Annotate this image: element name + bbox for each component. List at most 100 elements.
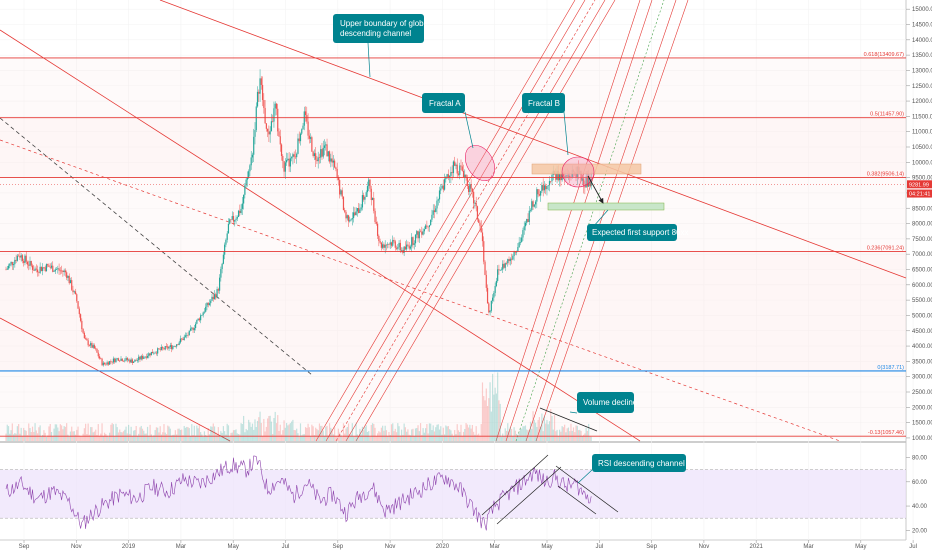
volume-bar <box>54 424 56 441</box>
volume-bar <box>485 388 487 441</box>
candle-body <box>359 209 361 214</box>
candle-body <box>98 356 101 359</box>
volume-bar <box>481 382 484 441</box>
candle-body <box>433 210 436 212</box>
candle-body <box>92 345 94 348</box>
volume-bar <box>346 426 348 441</box>
price-tag <box>907 180 932 189</box>
candle-body <box>347 215 350 222</box>
current-price-tags: 9281.99 04:21:41 <box>0 180 932 198</box>
support-zone[interactable] <box>547 202 665 211</box>
volume-bar <box>327 435 329 441</box>
candle-body <box>15 259 17 261</box>
candle-body <box>107 362 109 365</box>
volume-decline-line[interactable] <box>539 407 598 432</box>
volume-bar <box>350 434 352 441</box>
volume-bar <box>436 424 438 441</box>
candle-body <box>354 212 356 216</box>
candle-body <box>47 264 49 266</box>
volume-bar <box>475 426 477 441</box>
rsi-axis[interactable]: 80.00 60.00 40.00 20.00 <box>906 456 928 535</box>
candle-body <box>513 251 515 257</box>
callout-rsi-channel[interactable]: RSI descending channel <box>577 454 686 484</box>
candle-body <box>421 231 423 235</box>
volume-bar <box>19 433 21 441</box>
volume-bar <box>165 434 168 441</box>
candle-body <box>269 131 271 135</box>
candle-body <box>495 280 497 287</box>
time-axis[interactable]: Sep Nov 2019 Mar May Jul Sep Nov 2020 Mar May Jul Se… <box>19 540 917 550</box>
volume-bar <box>198 424 200 441</box>
candle-body <box>78 308 80 315</box>
callout-fractal-a[interactable]: Fractal A <box>422 93 474 149</box>
time-tick-label: Nov <box>699 544 710 550</box>
volume-bar <box>484 400 486 441</box>
candle-body <box>296 153 298 158</box>
channel-dotted-line[interactable] <box>0 139 841 442</box>
candle-body <box>527 218 529 223</box>
volume-bar <box>270 421 273 441</box>
candle-body <box>20 255 22 258</box>
channel-lower-boundary[interactable] <box>0 317 231 442</box>
volume-bar <box>499 403 501 441</box>
candle-body <box>471 188 473 192</box>
candle-body <box>337 177 340 181</box>
candle-body <box>438 190 441 200</box>
projection-arrow[interactable] <box>587 175 604 204</box>
candle-body <box>437 199 439 201</box>
candle-body <box>275 103 278 109</box>
candle-body <box>378 235 380 241</box>
volume-bar <box>326 425 328 441</box>
volume-bar <box>426 424 428 441</box>
candle-body <box>124 360 126 362</box>
candle-body <box>57 268 59 270</box>
time-tick-label: Sep <box>332 544 343 550</box>
fib-retracement[interactable]: 0.618(13409.67) 0.5(11457.90) 0.382(9506.1… <box>0 52 906 437</box>
price-axis[interactable]: 15000.00 14500.00 14000.00 13500.00 13000.00… <box>906 7 932 442</box>
volume-bar <box>269 415 271 441</box>
fib-level-label: -0.13(1057.46) <box>868 430 904 436</box>
volume-bar <box>15 433 17 441</box>
price-tag-label: 9281.99 <box>909 182 929 188</box>
callout-volume-decline[interactable]: Volume decline <box>569 392 638 414</box>
fib-zone <box>0 177 906 252</box>
resistance-zone[interactable] <box>531 163 642 175</box>
candle-body <box>326 144 328 157</box>
volume-bar <box>585 427 587 441</box>
volume-bar <box>79 436 82 441</box>
rsi-channel-lines[interactable] <box>481 454 619 525</box>
candle-body <box>475 202 477 207</box>
volume-bar <box>390 424 393 441</box>
candle-body <box>146 355 149 358</box>
callout-fractal-b[interactable]: Fractal B <box>522 93 569 156</box>
volume-bar <box>493 394 495 441</box>
channel-upper-boundary[interactable] <box>159 0 907 279</box>
channel-middle-line[interactable] <box>0 29 641 442</box>
candle-body <box>112 358 115 363</box>
volume-bar <box>524 425 527 441</box>
time-tick-label: Mar <box>803 544 813 550</box>
candle-body <box>48 265 50 268</box>
candle-body <box>390 242 393 246</box>
volume-bar <box>294 430 297 441</box>
global-descending-channel[interactable] <box>0 0 907 442</box>
candle-body <box>382 244 384 248</box>
fractal-a-ellipse[interactable] <box>459 140 501 186</box>
volume-bar <box>114 436 116 441</box>
candle-body <box>536 189 538 202</box>
fractal-b-ellipse[interactable] <box>561 156 595 188</box>
dashed-trend-line[interactable] <box>0 117 313 376</box>
candle-body <box>88 345 91 346</box>
candle-body <box>388 244 390 245</box>
candle-body <box>298 138 300 142</box>
volume-bar <box>241 423 243 441</box>
callout-upper-boundary[interactable]: Upper boundary of global descending chan… <box>333 14 430 78</box>
candle-body <box>416 231 418 235</box>
callout-fractal-a-text: Fractal A <box>429 99 461 108</box>
ascending-channel-fan[interactable] <box>315 0 689 442</box>
volume-bar <box>411 429 413 441</box>
price-tick-label: 5500.00 <box>912 298 932 304</box>
callout-expected-support[interactable]: Expected first support 86xx <box>587 209 689 241</box>
candle-body <box>551 174 553 182</box>
